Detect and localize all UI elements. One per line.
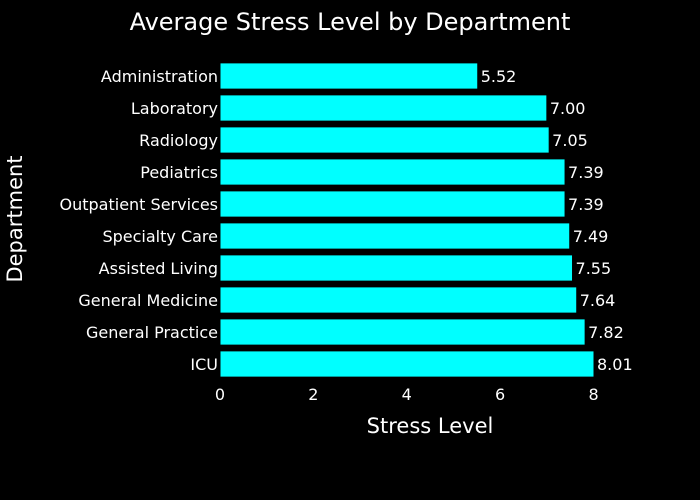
bar [219, 318, 586, 346]
bar [219, 350, 595, 378]
x-axis-title: Stress Level [367, 414, 494, 438]
data-label: 7.39 [568, 163, 604, 182]
bar [219, 190, 566, 218]
category-label: General Practice [86, 323, 218, 342]
category-label: Pediatrics [140, 163, 218, 182]
chart-title: Average Stress Level by Department [130, 8, 571, 36]
category-label: Assisted Living [99, 259, 218, 278]
bar [219, 254, 574, 282]
category-labels: Administration Laboratory Radiology Pediatr… [60, 67, 219, 374]
bar [219, 158, 566, 186]
y-axis-title: Department [3, 155, 27, 282]
data-label: 7.49 [573, 227, 609, 246]
x-tick-label: 6 [495, 385, 505, 404]
data-labels: 5.52 7.00 7.05 7.39 7.39 7.49 7.55 7.64 7.82 8.01 [481, 67, 633, 374]
category-label: Laboratory [131, 99, 218, 118]
bar [219, 126, 550, 154]
plot-area: Administration Laboratory Radiology Pediatr… [60, 62, 633, 404]
category-label: Outpatient Services [60, 195, 219, 214]
data-label: 7.00 [550, 99, 586, 118]
x-axis-ticks: 0 2 4 6 8 [215, 385, 599, 404]
category-label: Administration [101, 67, 218, 86]
bar [219, 94, 548, 122]
category-label: ICU [190, 355, 218, 374]
data-label: 5.52 [481, 67, 517, 86]
category-label: Radiology [139, 131, 218, 150]
bars-group [219, 62, 595, 378]
data-label: 7.55 [576, 259, 612, 278]
x-tick-label: 2 [308, 385, 318, 404]
x-tick-label: 8 [588, 385, 598, 404]
x-tick-label: 4 [402, 385, 412, 404]
data-label: 7.05 [552, 131, 588, 150]
category-label: Specialty Care [102, 227, 218, 246]
data-label: 7.39 [568, 195, 604, 214]
bar [219, 62, 479, 90]
bar [219, 286, 578, 314]
data-label: 7.82 [588, 323, 624, 342]
x-tick-label: 0 [215, 385, 225, 404]
bar [219, 222, 571, 250]
category-label: General Medicine [78, 291, 218, 310]
data-label: 8.01 [597, 355, 633, 374]
data-label: 7.64 [580, 291, 616, 310]
